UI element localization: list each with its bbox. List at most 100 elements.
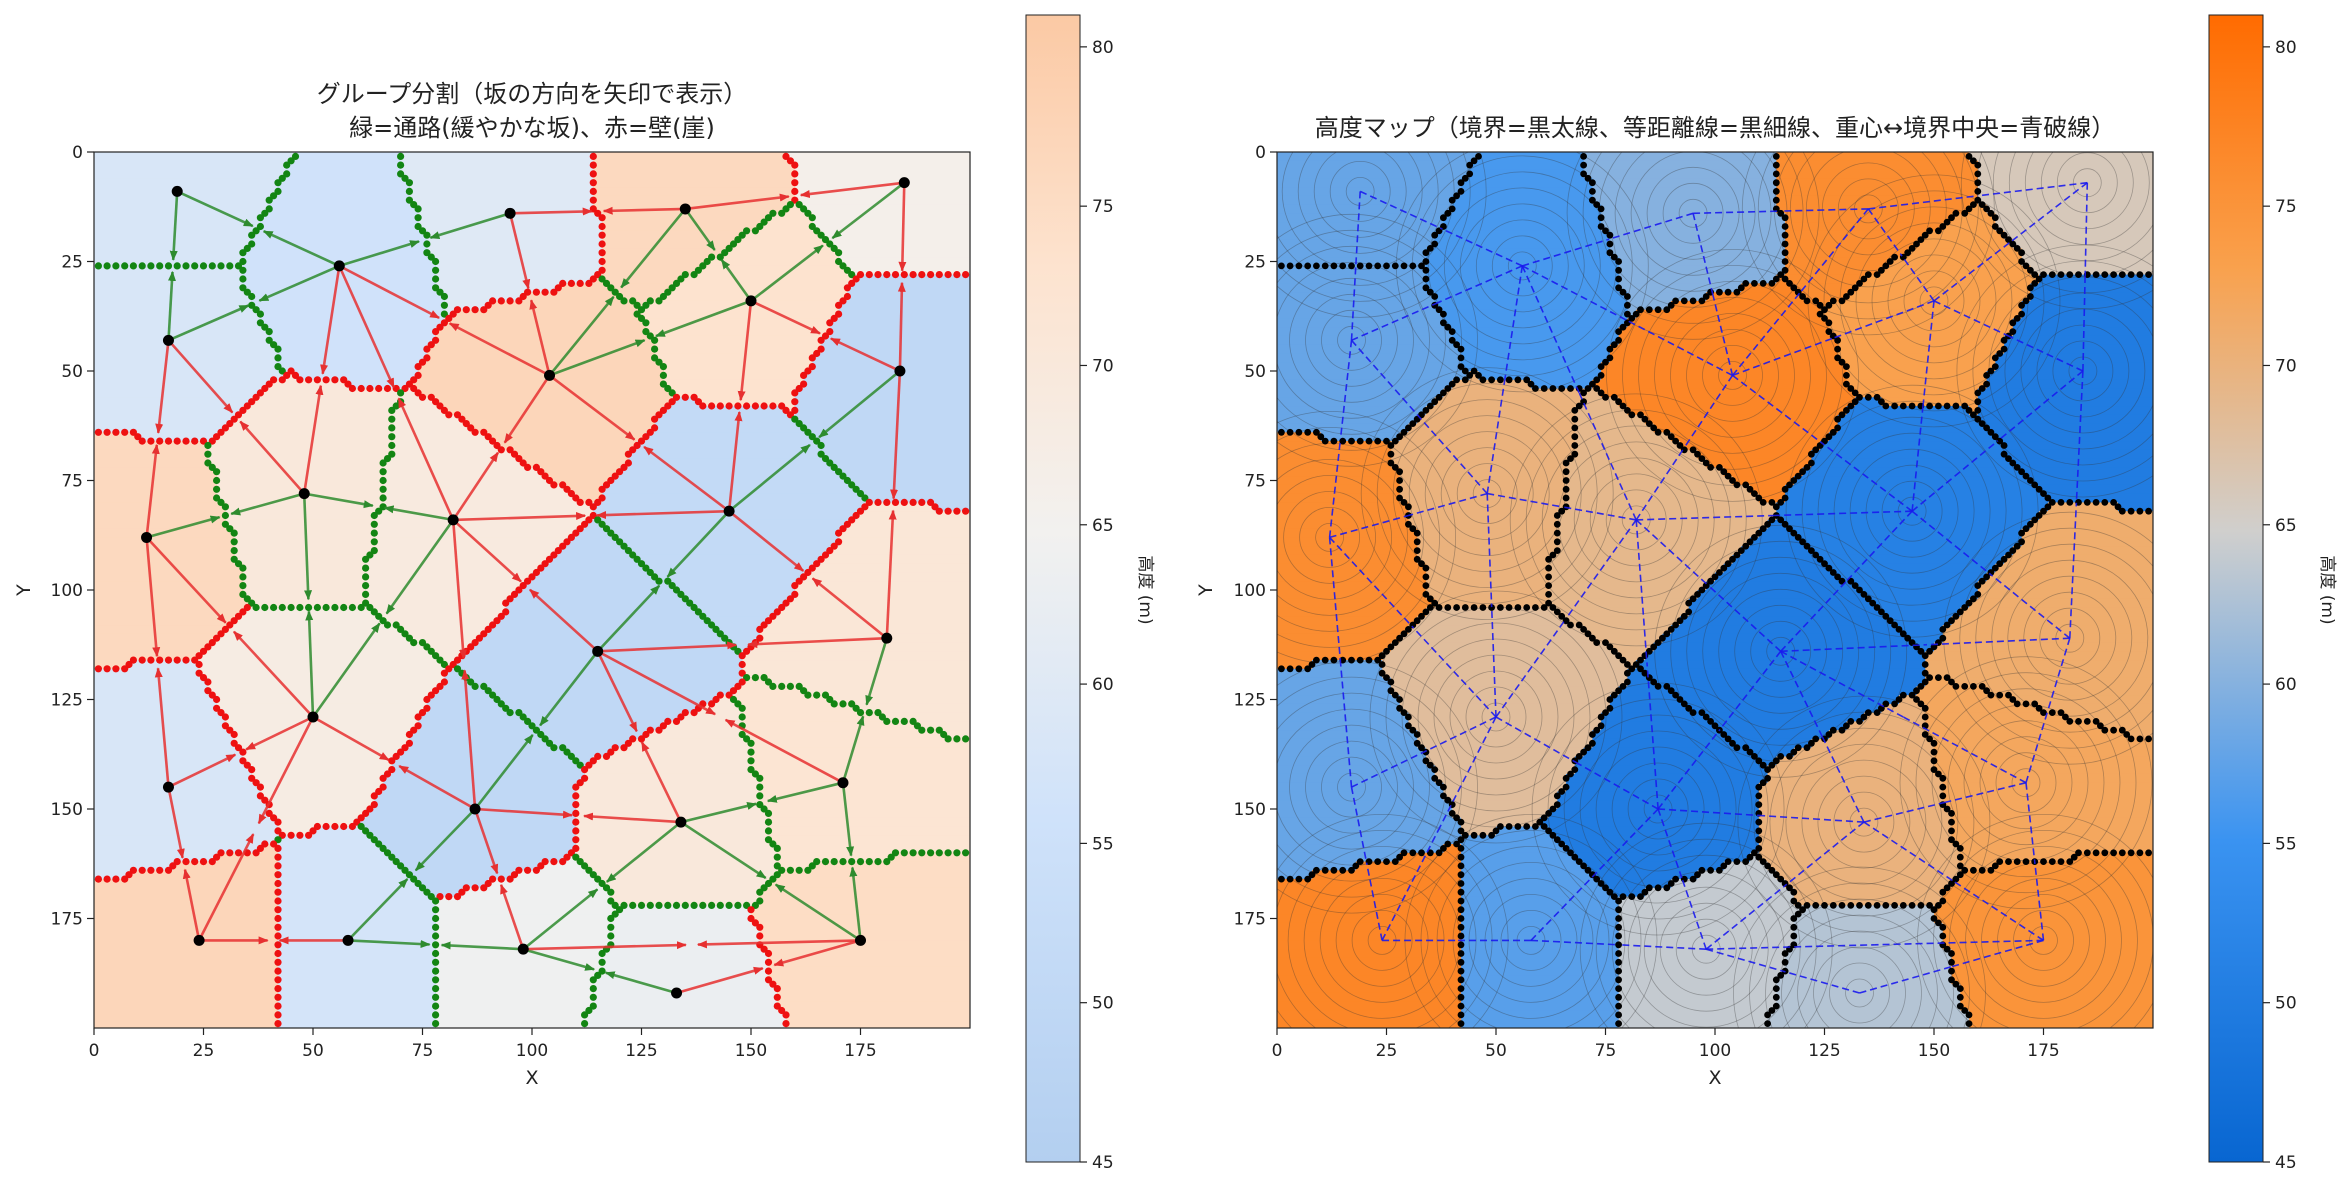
boundary-point (1821, 560, 1828, 568)
heatmap-cell (426, 642, 472, 652)
heatmap-cell (803, 686, 970, 696)
boundary-point (611, 533, 619, 542)
boundary-point (817, 231, 825, 239)
heatmap-cell (94, 502, 226, 512)
heatmap-cell (628, 449, 822, 460)
boundary-point (1615, 336, 1622, 344)
boundary-point (1431, 774, 1439, 782)
boundary-point (1558, 612, 1566, 620)
heatmap-cell (575, 800, 761, 810)
boundary-point (1457, 345, 1465, 353)
contour-line (1686, 328, 1779, 422)
boundary-point (252, 603, 260, 612)
heatmap-cell (1636, 660, 1926, 670)
slope-arrow (320, 265, 341, 375)
boundary-point (375, 384, 383, 393)
boundary-point (1562, 494, 1570, 502)
boundary-point (1278, 875, 1285, 883)
slope-arrow (811, 577, 888, 640)
boundary-point (432, 398, 440, 406)
boundary-point (808, 363, 816, 371)
heatmap-cell (1969, 152, 2153, 162)
heatmap-cell (593, 1001, 778, 1012)
heatmap-cell (1679, 616, 1891, 626)
boundary-point (1378, 652, 1386, 660)
boundary-point (782, 1011, 790, 1019)
heatmap-cell (400, 152, 594, 162)
boundary-point (620, 901, 628, 910)
heatmap-cell (1277, 406, 1427, 416)
heatmap-cell (1986, 423, 2153, 433)
boundary-point (1426, 849, 1434, 857)
boundary-point (1624, 310, 1631, 318)
boundary-point (589, 985, 597, 993)
boundary-point (1589, 380, 1596, 388)
heatmap-cell (1706, 581, 1856, 591)
boundary-point (156, 656, 164, 664)
heatmap-cell (1277, 458, 1392, 468)
heatmap-cell (1277, 896, 1462, 906)
heatmap-cell (2012, 695, 2153, 705)
colorbar-tick-label: 70 (1092, 356, 1114, 376)
x-tick-label: 150 (1918, 1041, 1950, 1061)
heatmap-cell (1277, 476, 1401, 486)
boundary-point (1497, 604, 1504, 611)
heatmap-cell (523, 712, 682, 722)
boundary-point (690, 603, 698, 612)
boundary-point (1939, 932, 1947, 940)
boundary-point (1440, 214, 1447, 222)
boundary-point (256, 214, 264, 222)
boundary-point (1834, 573, 1841, 581)
boundary-point (379, 617, 387, 625)
contour-line (1829, 962, 1890, 1024)
contour-line (1753, 711, 1975, 933)
boundary-point (274, 1020, 282, 1028)
heatmap-cell (1758, 826, 1953, 836)
heatmap-cell (1977, 581, 2153, 591)
boundary-point (786, 682, 795, 691)
heatmap-cell (383, 616, 498, 626)
boundary-point (1851, 582, 1859, 589)
boundary-point (414, 713, 422, 721)
boundary-point (594, 752, 602, 761)
boundary-point (1466, 372, 1474, 379)
heatmap-cell (479, 633, 726, 644)
y-tick-label: 50 (1244, 362, 1266, 382)
centroid-point (517, 943, 529, 955)
boundary-point (1396, 696, 1403, 703)
heatmap-cell (277, 931, 437, 941)
centroid-link (2069, 504, 2078, 639)
boundary-point (375, 840, 383, 848)
boundary-point (1764, 1020, 1771, 1027)
heatmap-cell (1408, 511, 1558, 521)
heatmap-cell (575, 756, 594, 766)
heatmap-cell (777, 870, 970, 880)
contour-line (1277, 427, 1440, 648)
boundary-point (1330, 866, 1338, 874)
boundary-point (1755, 836, 1763, 844)
boundary-point (1794, 902, 1802, 909)
heatmap-cell (1609, 239, 1786, 249)
heatmap-cell (1277, 773, 1436, 784)
boundary-point (935, 849, 943, 857)
boundary-point (1729, 477, 1736, 484)
boundary-point (1843, 363, 1850, 370)
right-panel: 高度マップ（境界=黒太線、等距離線=黒細線、重心↔境界中央=青破線） 0 25 50… (1195, 14, 2337, 1173)
heatmap-cell (1793, 476, 2031, 486)
heatmap-cell (1277, 651, 1383, 661)
centroid-link (1977, 181, 2088, 197)
boundary-point (1663, 884, 1671, 892)
boundary-point (274, 888, 282, 896)
boundary-point (1991, 564, 1999, 572)
heatmap-cell (435, 992, 594, 1003)
boundary-point (760, 805, 768, 813)
boundary-point (221, 713, 229, 721)
heatmap-cell (1977, 397, 2153, 407)
centroid-link (1495, 618, 1567, 718)
boundary-point (2110, 726, 2118, 734)
heatmap-cell (1443, 222, 1602, 232)
slope-arrow (230, 492, 305, 516)
boundary-point (927, 498, 935, 506)
boundary-point (1751, 753, 1758, 760)
heatmap-cell (1951, 966, 2153, 977)
